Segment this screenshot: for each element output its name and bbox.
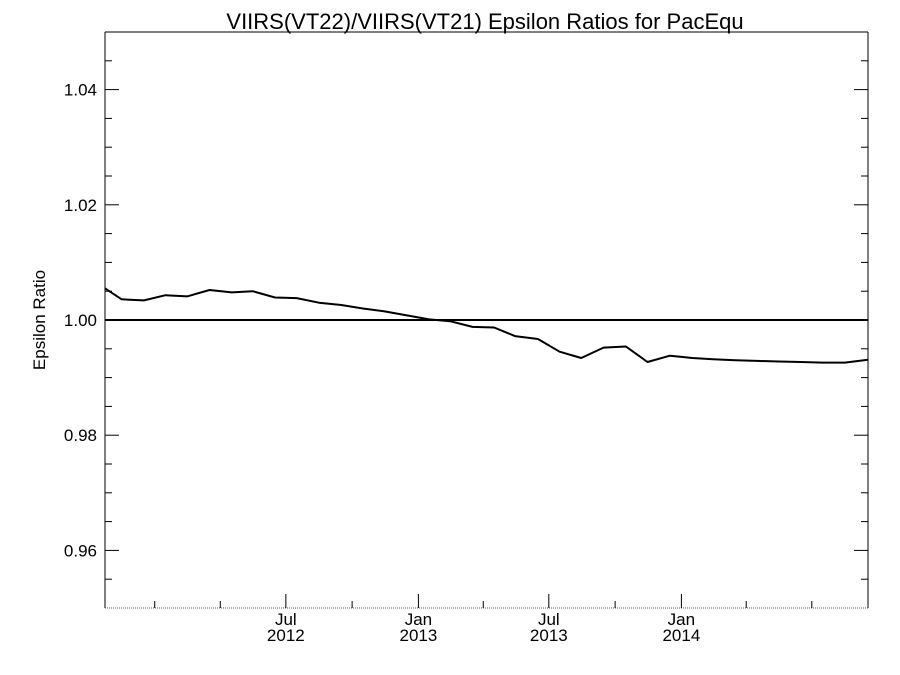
series-group xyxy=(104,287,869,364)
x-tick-label-month: Jan xyxy=(405,610,432,629)
x-tick-label-year: 2014 xyxy=(662,626,700,645)
x-tick-label-year: 2013 xyxy=(399,626,437,645)
series-line xyxy=(104,287,869,364)
x-tick-label-year: 2012 xyxy=(267,626,305,645)
chart-title: VIIRS(VT22)/VIIRS(VT21) Epsilon Ratios f… xyxy=(226,9,743,34)
y-tick-label: 0.96 xyxy=(64,541,97,560)
y-tick-label: 0.98 xyxy=(64,426,97,445)
x-tick-label-month: Jul xyxy=(538,610,560,629)
y-axis-label: Epsilon Ratio xyxy=(30,270,49,370)
y-tick-label: 1.02 xyxy=(64,196,97,215)
x-tick-label-year: 2013 xyxy=(530,626,568,645)
x-tick-label-month: Jan xyxy=(668,610,695,629)
y-tick-label: 1.00 xyxy=(64,311,97,330)
x-tick-label-month: Jul xyxy=(275,610,297,629)
y-tick-label: 1.04 xyxy=(64,81,97,100)
